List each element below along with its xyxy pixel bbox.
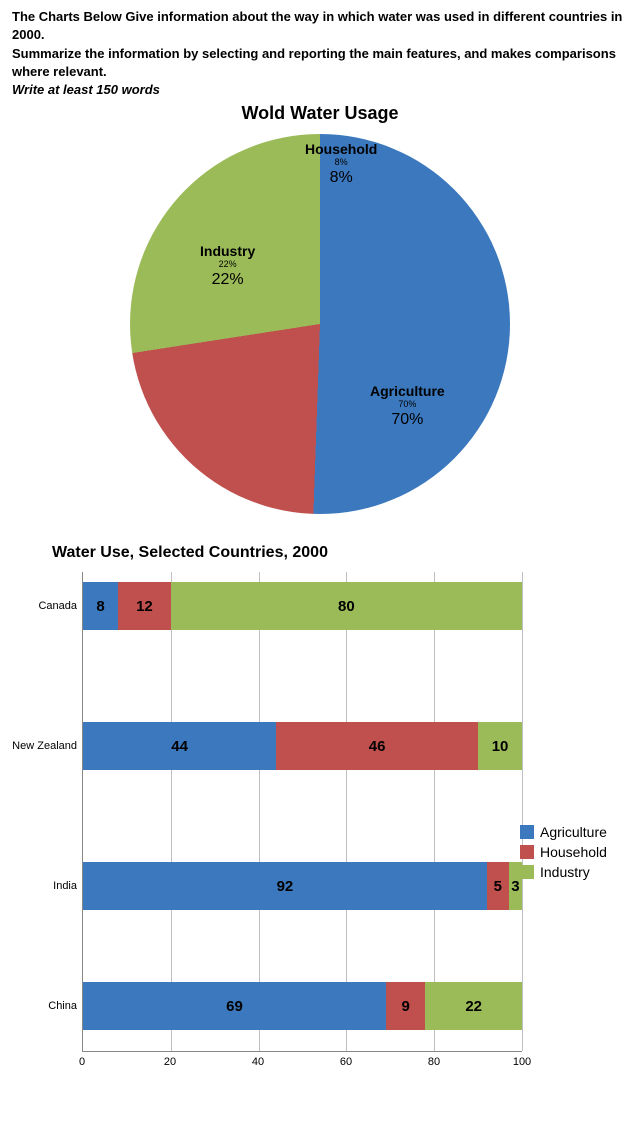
- bar-row: New Zealand444610: [83, 722, 522, 770]
- gridline: [522, 572, 523, 1051]
- bar-segment-value: 44: [171, 738, 188, 755]
- bar-chart-title: Water Use, Selected Countries, 2000: [52, 544, 628, 562]
- pie-disc: [130, 134, 510, 514]
- pie-label-household: Household8%8%: [305, 142, 377, 187]
- legend-item-household: Household: [520, 844, 607, 860]
- x-tick-label: 100: [513, 1056, 531, 1068]
- task-prompt-line3: Write at least 150 words: [12, 82, 628, 97]
- pie-label-sub: 70%: [370, 400, 445, 410]
- bar-row: Canada81280: [83, 582, 522, 630]
- x-tick-label: 80: [428, 1056, 440, 1068]
- bar-segment-value: 8: [96, 598, 104, 615]
- bar-segment-agriculture: 92: [83, 862, 487, 910]
- x-tick-label: 0: [79, 1056, 85, 1068]
- bar-segment-value: 22: [465, 998, 482, 1015]
- bar-segment-household: 12: [118, 582, 171, 630]
- legend-label: Household: [540, 844, 607, 860]
- bar-segment-value: 12: [136, 598, 153, 615]
- bar-segment-industry: 10: [478, 722, 522, 770]
- task-prompt-line1: The Charts Below Give information about …: [12, 8, 628, 43]
- bar-row-label: China: [7, 1000, 83, 1012]
- pie-label-pct: 22%: [200, 271, 255, 289]
- legend-item-agriculture: Agriculture: [520, 824, 607, 840]
- bar-segment-value: 46: [369, 738, 386, 755]
- pie-label-pct: 70%: [370, 411, 445, 429]
- bar-segment-household: 9: [386, 982, 426, 1030]
- legend-item-industry: Industry: [520, 864, 607, 880]
- task-prompt-line2: Summarize the information by selecting a…: [12, 45, 628, 80]
- pie-label-pct: 8%: [305, 169, 377, 187]
- pie-chart-title: Wold Water Usage: [12, 103, 628, 124]
- legend-swatch: [520, 825, 534, 839]
- bar-row-label: New Zealand: [7, 740, 83, 752]
- bar-segment-value: 80: [338, 598, 355, 615]
- legend-label: Industry: [540, 864, 590, 880]
- bar-segment-value: 9: [401, 998, 409, 1015]
- bar-segment-value: 3: [511, 878, 519, 895]
- bar-row-label: India: [7, 880, 83, 892]
- gridline: [434, 572, 435, 1051]
- pie-chart: Agriculture70%70%Industry22%22%Household…: [130, 134, 510, 514]
- gridline: [346, 572, 347, 1051]
- pie-label-agriculture: Agriculture70%70%: [370, 384, 445, 429]
- legend-label: Agriculture: [540, 824, 607, 840]
- x-tick-label: 20: [164, 1056, 176, 1068]
- bar-segment-industry: 22: [425, 982, 522, 1030]
- bar-legend: Agriculture Household Industry: [520, 820, 607, 884]
- pie-label-name: Household: [305, 142, 377, 157]
- bar-segment-value: 92: [277, 878, 294, 895]
- gridline: [259, 572, 260, 1051]
- x-tick-label: 40: [252, 1056, 264, 1068]
- bar-row-label: Canada: [7, 600, 83, 612]
- bar-chart: Canada81280New Zealand444610India9253Chi…: [82, 572, 522, 1072]
- bar-row: China69922: [83, 982, 522, 1030]
- bar-segment-value: 10: [492, 738, 509, 755]
- x-tick-label: 60: [340, 1056, 352, 1068]
- bar-segment-value: 5: [494, 878, 502, 895]
- bar-segment-household: 46: [276, 722, 478, 770]
- legend-swatch: [520, 865, 534, 879]
- bar-segment-industry: 80: [171, 582, 522, 630]
- bar-segment-agriculture: 69: [83, 982, 386, 1030]
- pie-label-name: Industry: [200, 244, 255, 259]
- legend-swatch: [520, 845, 534, 859]
- bar-plot-area: Canada81280New Zealand444610India9253Chi…: [82, 572, 522, 1052]
- pie-label-industry: Industry22%22%: [200, 244, 255, 289]
- bar-segment-household: 5: [487, 862, 509, 910]
- gridline: [171, 572, 172, 1051]
- pie-label-sub: 8%: [305, 158, 377, 168]
- pie-label-name: Agriculture: [370, 384, 445, 399]
- bar-row: India9253: [83, 862, 522, 910]
- bar-segment-agriculture: 44: [83, 722, 276, 770]
- bar-x-axis: 020406080100: [82, 1052, 522, 1072]
- bar-segment-value: 69: [226, 998, 243, 1015]
- pie-label-sub: 22%: [200, 260, 255, 270]
- bar-segment-agriculture: 8: [83, 582, 118, 630]
